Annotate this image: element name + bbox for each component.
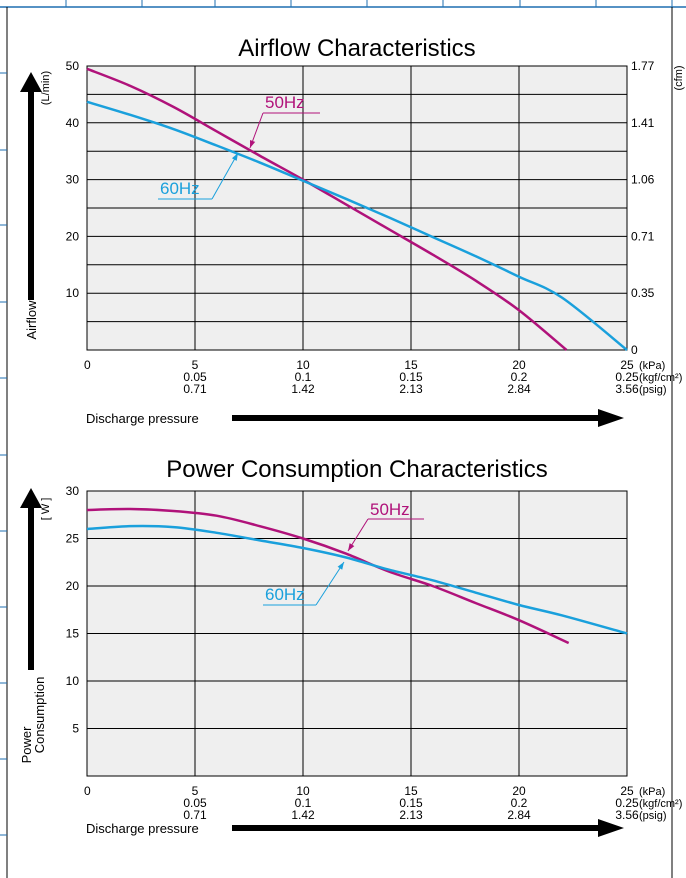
y-tick-label: 40 xyxy=(66,116,80,130)
y-tick-label-right: 1.06 xyxy=(631,173,655,187)
callout-60hz: 60Hz xyxy=(158,152,239,200)
y-tick-label: 30 xyxy=(66,484,80,498)
callout-leader xyxy=(211,152,239,200)
gridlines xyxy=(87,66,627,350)
x-axis-label: Discharge pressure xyxy=(86,821,199,836)
gridlines xyxy=(87,491,627,776)
x-tick-label-psig: 2.13 xyxy=(399,382,423,396)
x-tick-label-kpa: 20 xyxy=(512,784,526,798)
chart-title: Power Consumption Characteristics xyxy=(166,456,547,483)
series-line-50hz xyxy=(86,67,568,351)
y-tick-label: 20 xyxy=(66,229,80,243)
x-tick-label-kgf: 0.05 xyxy=(183,796,207,810)
x-tick-label-kpa: 25 xyxy=(620,784,634,798)
x-tick-label-kgf: 0.1 xyxy=(295,796,312,810)
y-tick-label: 50 xyxy=(66,59,80,73)
series-line-60hz xyxy=(86,524,628,635)
y-tick-label: 20 xyxy=(66,579,80,593)
x-tick-label-kgf: 0.2 xyxy=(511,370,528,384)
callout-50hz: 50Hz xyxy=(249,93,320,149)
x-axis-arrow xyxy=(232,409,624,427)
y-tick-label-right: 1.77 xyxy=(631,59,655,73)
y-tick-label-right: 0.71 xyxy=(631,229,655,243)
callout-arrowhead xyxy=(337,562,344,570)
y-tick-label: 25 xyxy=(66,532,80,546)
x-tick-label-kgf: 0.1 xyxy=(295,370,312,384)
x-tick-label-kgf: 0.25 xyxy=(615,370,639,384)
x-tick-label-kgf: 0.2 xyxy=(511,796,528,810)
callout-label: 50Hz xyxy=(265,93,305,112)
x-tick-label-psig: 2.13 xyxy=(399,808,423,822)
plot-frame xyxy=(86,65,628,351)
y-tick-label: 10 xyxy=(66,674,80,688)
y-unit-left: (L/min) xyxy=(40,71,52,105)
x-tick-label-kpa: 5 xyxy=(192,784,199,798)
x-unit-label: (kgf/cm²) xyxy=(639,372,682,384)
x-tick-label-kpa: 0 xyxy=(84,358,91,372)
x-axis-label: Discharge pressure xyxy=(86,411,199,426)
chart-title: Airflow Characteristics xyxy=(238,35,475,62)
callout-label: 60Hz xyxy=(160,179,200,198)
y-axis-arrow-shaft xyxy=(28,90,34,300)
chart-1: Power Consumption Characteristics 5 10 15 20… xyxy=(19,456,682,837)
x-tick-label-kpa: 25 xyxy=(620,358,634,372)
y-tick-label: 5 xyxy=(72,722,79,736)
x-unit-label: (kgf/cm²) xyxy=(639,798,682,810)
y-axis-arrow-shaft xyxy=(28,506,34,670)
callout-60hz: 60Hz xyxy=(263,561,345,606)
callout-50hz: 50Hz xyxy=(347,500,424,552)
x-tick-label-kpa: 15 xyxy=(404,358,418,372)
x-tick-label-kpa: 5 xyxy=(192,358,199,372)
callout-label: 60Hz xyxy=(265,585,305,604)
x-axis-arrow xyxy=(232,819,624,837)
x-tick-label-kpa: 20 xyxy=(512,358,526,372)
x-tick-label-psig: 1.42 xyxy=(291,382,315,396)
series-line-50hz xyxy=(86,507,570,645)
callout-arrowhead xyxy=(231,153,238,161)
y-unit-right: (cfm) xyxy=(673,65,685,90)
y-tick-label-right: 1.41 xyxy=(631,116,655,130)
x-tick-label-kpa: 10 xyxy=(296,784,310,798)
chart-0: Airflow Characteristics102030405000.350.… xyxy=(20,35,685,427)
callout-leader xyxy=(315,561,345,606)
series-line-60hz xyxy=(86,100,628,351)
y-tick-label: 10 xyxy=(66,286,80,300)
x-tick-label-kgf: 0.25 xyxy=(615,796,639,810)
x-unit-label: (kPa) xyxy=(639,360,665,372)
x-tick-label-psig: 2.84 xyxy=(507,808,531,822)
y-tick-label-right: 0 xyxy=(631,343,638,357)
x-unit-label: (psig) xyxy=(639,384,667,396)
x-tick-label-psig: 0.71 xyxy=(183,808,207,822)
y-axis-label-line2: Consumption xyxy=(32,677,47,754)
x-tick-label-psig: 3.56 xyxy=(615,382,639,396)
y-unit-left: [ W ] xyxy=(40,498,52,521)
y-axis-arrow-head xyxy=(20,72,42,92)
x-tick-label-psig: 2.84 xyxy=(507,382,531,396)
y-axis-label-line1: Power xyxy=(19,726,34,764)
x-tick-label-psig: 0.71 xyxy=(183,382,207,396)
x-tick-label-kpa: 15 xyxy=(404,784,418,798)
x-tick-label-kgf: 0.15 xyxy=(399,796,423,810)
x-tick-label-kpa: 10 xyxy=(296,358,310,372)
y-axis-arrow-head xyxy=(20,488,42,508)
x-unit-label: (kPa) xyxy=(639,786,665,798)
y-tick-label: 15 xyxy=(66,627,80,641)
callout-label: 50Hz xyxy=(370,500,410,519)
x-tick-label-kpa: 0 xyxy=(84,784,91,798)
x-tick-label-kgf: 0.15 xyxy=(399,370,423,384)
y-axis-label: Airflow xyxy=(24,300,39,340)
x-tick-label-psig: 1.42 xyxy=(291,808,315,822)
x-unit-label: (psig) xyxy=(639,810,667,822)
y-tick-label-right: 0.35 xyxy=(631,286,655,300)
callout-arrowhead xyxy=(250,140,256,148)
x-tick-label-psig: 3.56 xyxy=(615,808,639,822)
x-tick-label-kgf: 0.05 xyxy=(183,370,207,384)
callout-arrowhead xyxy=(348,543,355,551)
y-tick-label: 30 xyxy=(66,173,80,187)
